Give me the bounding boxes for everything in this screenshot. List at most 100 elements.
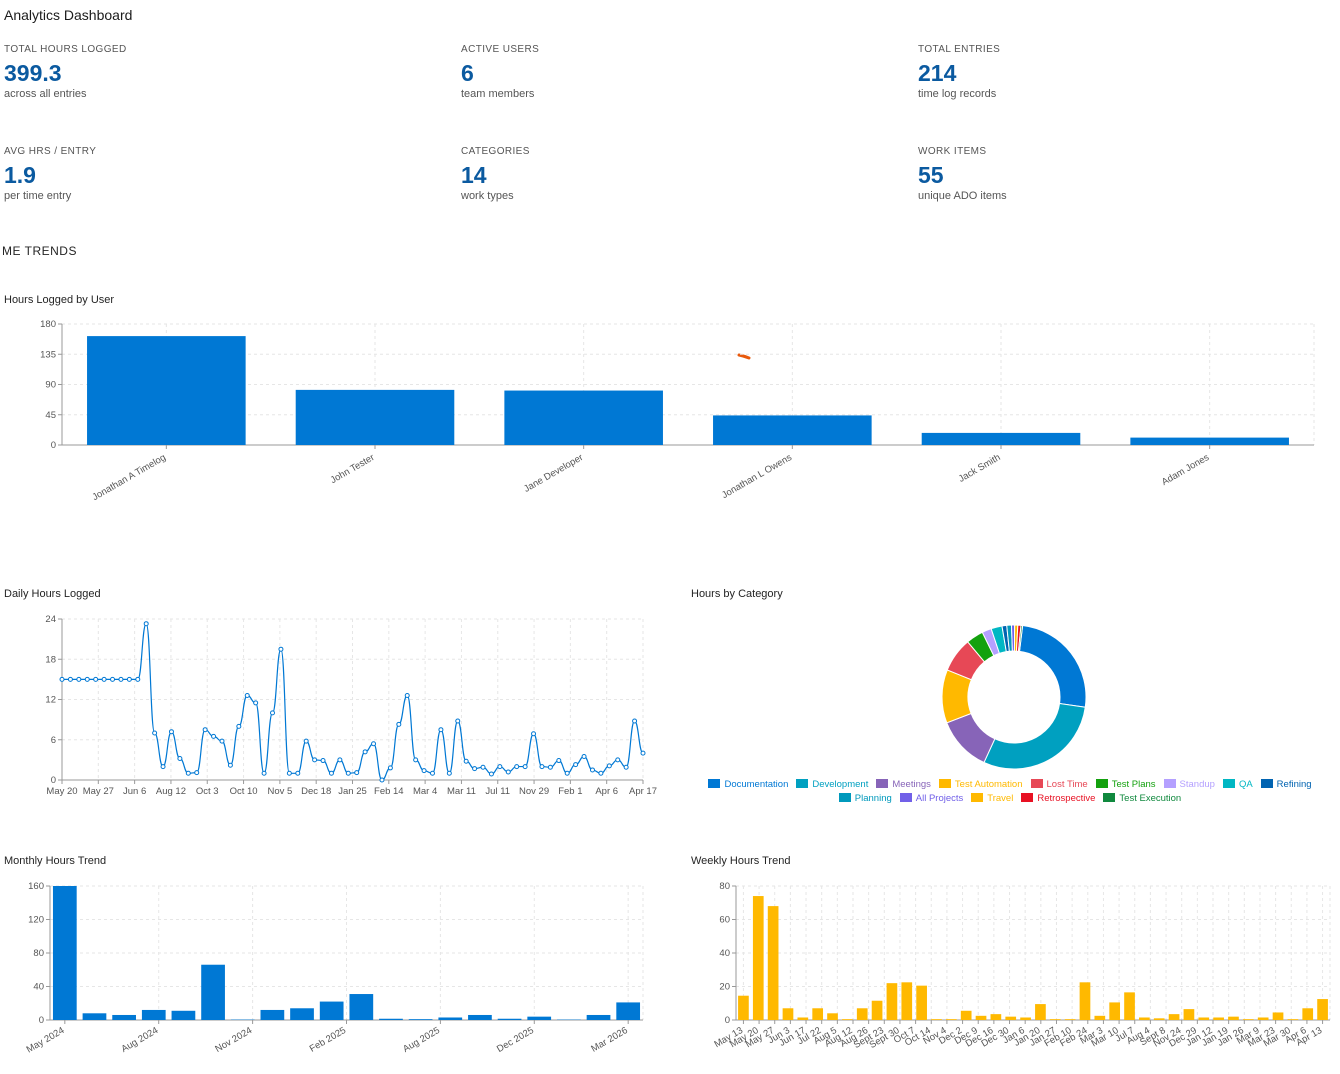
legend-label: Lost Time [1046, 779, 1088, 790]
legend-label: Test Plans [1111, 779, 1156, 790]
data-point [564, 770, 570, 776]
data-point [556, 758, 562, 764]
legend-entry: Travel [971, 792, 1013, 806]
x-tick-label: May 27 [83, 786, 114, 797]
legend-entry: Test Execution [1103, 792, 1181, 806]
data-point [354, 770, 360, 776]
bar [141, 1009, 166, 1020]
x-tick-label: Mar 2026 [589, 1025, 629, 1055]
data-point [126, 676, 132, 682]
bar [738, 995, 749, 1020]
data-point [345, 770, 351, 776]
legend-label: Retrospective [1037, 793, 1096, 804]
legend-swatch [1021, 793, 1034, 802]
pie-slice [1017, 624, 1024, 652]
data-point [261, 770, 267, 776]
data-point [194, 770, 200, 776]
x-tick-label: Aug 2024 [119, 1025, 160, 1055]
bar [349, 994, 374, 1020]
y-tick-label: 80 [719, 881, 730, 892]
data-point [303, 738, 309, 744]
bar [260, 1009, 285, 1020]
y-tick-label: 12 [45, 695, 56, 706]
x-tick-label: Mar 11 [447, 786, 476, 797]
category-legend: Documentation Development Meetings Test Aut… [690, 778, 1330, 806]
legend-label: Travel [987, 793, 1014, 804]
data-point [101, 676, 107, 682]
y-tick-label: 120 [28, 915, 44, 926]
chart-hours-by-user: 0 45 90 135 180 Jonathan A Timelog John Tester… [40, 319, 1315, 503]
kpi-value: 14 [461, 162, 487, 188]
kpi-subtext: team members [461, 88, 535, 100]
x-tick-label: Dec 18 [301, 786, 331, 797]
bar [1005, 1016, 1017, 1020]
bar [1109, 1002, 1121, 1020]
x-tick-label: Oct 3 [196, 786, 219, 797]
data-point [446, 770, 452, 776]
chart-daily-hours: 0 6 12 18 24 May 20 May 27 Jun 6 Aug 12 Oct 3 Oct … [45, 614, 657, 797]
legend-swatch [899, 793, 912, 802]
kpi-work-items: WORK ITEMS 55 unique ADO items [918, 146, 1338, 202]
data-point [185, 770, 191, 776]
bar [901, 982, 913, 1020]
kpi-label: AVG HRS / ENTRY [4, 146, 97, 157]
x-tick-label: Feb 1 [558, 786, 582, 797]
bar [767, 906, 779, 1020]
legend-entry: Refining [1260, 778, 1312, 792]
y-tick-label: 20 [719, 982, 730, 993]
data-point [505, 769, 511, 775]
legend-label: Documentation [724, 779, 789, 790]
x-tick-label: Feb 2025 [308, 1025, 348, 1055]
x-tick-label: Adam Jones [1160, 452, 1211, 488]
data-point [547, 764, 553, 770]
bar [438, 1017, 463, 1020]
data-point [488, 771, 494, 777]
data-point [606, 763, 612, 769]
x-tick-label: Jack Smith [957, 452, 1003, 485]
bar [1183, 1009, 1195, 1020]
legend-entry: Standup [1163, 778, 1215, 792]
data-point [270, 710, 276, 716]
data-point [160, 764, 166, 770]
y-tick-label: 160 [28, 881, 44, 892]
bar [916, 985, 927, 1020]
pie-slice [1018, 624, 1087, 708]
bar [504, 390, 663, 445]
page-title: Analytics Dashboard [4, 7, 133, 23]
bar [52, 886, 77, 1020]
data-point [227, 762, 233, 768]
data-point [497, 764, 503, 770]
kpi-total-entries: TOTAL ENTRIES 214 time log records [918, 44, 1338, 100]
chart-title-monthly-hours: Monthly Hours Trend [4, 855, 107, 867]
data-point [463, 758, 469, 764]
x-tick-label: Nov 2024 [213, 1025, 254, 1055]
legend-swatch [1163, 779, 1176, 788]
kpi-value: 55 [918, 162, 944, 188]
legend-swatch [838, 793, 851, 802]
y-tick-label: 45 [45, 410, 56, 421]
legend-entry: Lost Time [1030, 778, 1088, 792]
x-tick-label: Jonathan A Timelog [91, 452, 168, 503]
data-point [539, 764, 545, 770]
kpi-subtext: across all entries [4, 88, 87, 100]
kpi-label: ACTIVE USERS [461, 44, 540, 55]
bar [408, 1019, 433, 1020]
data-point [59, 676, 65, 682]
bar [713, 415, 872, 445]
data-point [211, 733, 217, 739]
x-tick-label: Dec 2025 [495, 1025, 536, 1055]
data-point [396, 721, 402, 727]
kpi-label: TOTAL HOURS LOGGED [4, 44, 127, 55]
bar [1242, 1019, 1254, 1020]
kpi-subtext: time log records [918, 88, 997, 100]
data-point [328, 770, 334, 776]
x-tick-label: Nov 5 [267, 786, 292, 797]
data-point [143, 621, 149, 627]
kpi-value: 399.3 [4, 60, 62, 86]
data-point [93, 676, 99, 682]
x-tick-label: Jane Developer [522, 452, 585, 495]
bar [1064, 1019, 1076, 1020]
y-tick-label: 60 [719, 915, 730, 926]
bar [812, 1008, 824, 1020]
